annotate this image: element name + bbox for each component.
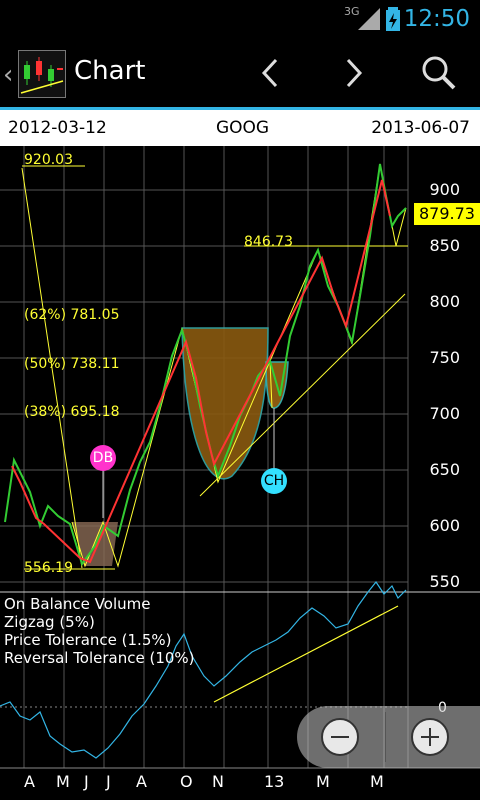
price-down-series xyxy=(11,179,391,564)
chart-info-bar: 2012-03-12 GOOG 2013-06-07 xyxy=(0,110,480,146)
search-button[interactable] xyxy=(414,48,464,98)
fib-50-label: (50%) 738.11 xyxy=(24,356,120,372)
price-chart[interactable] xyxy=(0,146,480,800)
back-caret-icon[interactable]: ‹ xyxy=(3,60,14,90)
x-tick-may2: M xyxy=(370,772,384,791)
x-tick-oct: O xyxy=(180,772,193,791)
double-bottom-marker[interactable]: DB xyxy=(90,445,116,471)
zoom-controls xyxy=(297,706,480,768)
battery-icon xyxy=(386,0,400,38)
action-bar-divider xyxy=(0,107,480,110)
symbol-label[interactable]: GOOG xyxy=(216,118,270,138)
y-tick-700: 700 xyxy=(429,404,460,423)
next-button[interactable] xyxy=(328,48,378,98)
y-tick-600: 600 xyxy=(429,516,460,535)
search-icon xyxy=(422,56,456,90)
zoom-out-button[interactable] xyxy=(321,718,359,756)
status-bar: 3G 12:50 xyxy=(0,0,480,38)
chevron-right-icon xyxy=(346,58,363,88)
start-date: 2012-03-12 xyxy=(8,118,107,138)
resistance-label: 846.73 xyxy=(244,234,293,250)
price-series xyxy=(4,163,407,567)
reversal-tolerance: Reversal Tolerance (10%) xyxy=(4,649,195,667)
y-tick-550: 550 xyxy=(429,572,460,591)
price-tolerance: Price Tolerance (1.5%) xyxy=(4,631,172,649)
app-logo-icon[interactable] xyxy=(18,50,66,98)
fib-bottom-label: 556.19 xyxy=(24,560,73,576)
x-tick-mar: M xyxy=(316,772,330,791)
obv-series xyxy=(0,580,407,759)
zoom-in-button[interactable] xyxy=(411,718,449,756)
signal-icon xyxy=(358,0,380,38)
last-price-badge: 879.73 xyxy=(414,203,480,225)
cup-handle-marker[interactable]: CH xyxy=(261,468,287,494)
fib-top-label: 920.03 xyxy=(24,152,73,168)
x-tick-aug: A xyxy=(136,772,147,791)
obv-trendline xyxy=(213,605,399,703)
y-tick-650: 650 xyxy=(429,460,460,479)
chevron-left-icon xyxy=(261,58,278,88)
x-tick-2013: 13 xyxy=(264,772,285,791)
y-tick-800: 800 xyxy=(429,292,460,311)
prev-button[interactable] xyxy=(246,48,296,98)
end-date: 2013-06-07 xyxy=(371,118,470,138)
vertical-grid xyxy=(23,146,409,768)
y-tick-850: 850 xyxy=(429,236,460,255)
y-tick-750: 750 xyxy=(429,348,460,367)
zigzag-setting: Zigzag (5%) xyxy=(4,613,95,631)
zoom-divider xyxy=(385,712,386,762)
page-title: Chart xyxy=(74,56,146,86)
plus-icon xyxy=(421,728,439,746)
fib-62-label: (62%) 781.05 xyxy=(24,307,120,323)
x-tick-may: M xyxy=(56,772,70,791)
network-type: 3G xyxy=(344,4,360,18)
action-bar: ‹ Chart xyxy=(0,38,480,108)
fib-38-label: (38%) 695.18 xyxy=(24,404,120,420)
minus-icon xyxy=(331,736,349,738)
x-tick-nov: N xyxy=(212,772,224,791)
clock: 12:50 xyxy=(403,6,470,32)
x-tick-jun: J xyxy=(84,772,89,791)
y-tick-900: 900 xyxy=(429,180,460,199)
indicator-name: On Balance Volume xyxy=(4,595,151,613)
x-tick-jul: J xyxy=(106,772,111,791)
x-tick-apr: A xyxy=(24,772,35,791)
